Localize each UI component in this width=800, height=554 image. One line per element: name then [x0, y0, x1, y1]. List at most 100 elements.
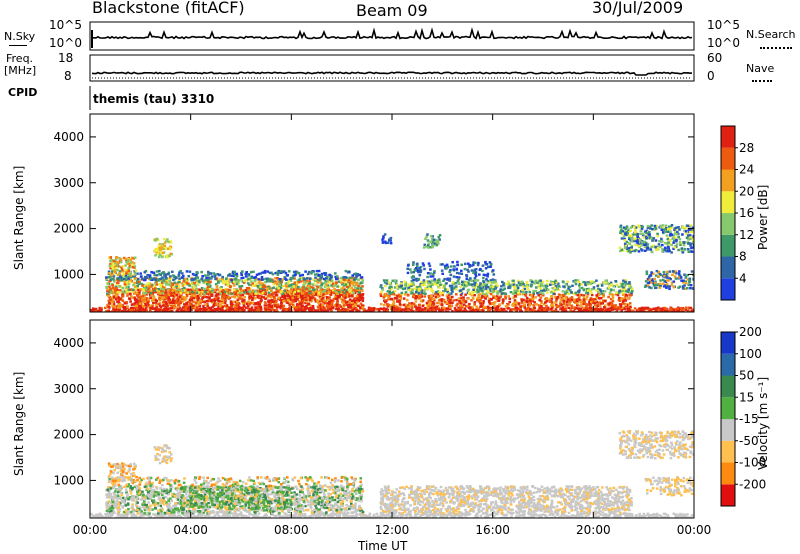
power-cell [196, 271, 199, 274]
power-cell [193, 281, 196, 285]
power-cell [207, 299, 210, 302]
power-cell [241, 270, 244, 273]
power-cell [496, 290, 500, 293]
power-cell [118, 270, 122, 273]
power-cell [163, 241, 167, 244]
power-cell [128, 265, 131, 268]
power-cell [486, 305, 490, 308]
power-cell [131, 266, 135, 269]
power-cell [255, 290, 258, 293]
power-cell [217, 305, 220, 308]
power-cell [418, 294, 422, 297]
power-cell [445, 307, 449, 310]
power-cell [328, 305, 331, 308]
power-cell [403, 293, 407, 296]
power-cell [315, 269, 319, 273]
power-cell [389, 288, 393, 291]
power-cell [116, 273, 120, 276]
power-cell [195, 309, 199, 312]
power-cell [621, 291, 625, 294]
power-cell [522, 283, 525, 286]
power-cell [582, 300, 585, 304]
power-cell [465, 284, 469, 287]
power-cell [420, 284, 424, 287]
power-cell [235, 274, 239, 277]
power-cell [496, 310, 500, 312]
power-cell [350, 294, 354, 297]
power-cell [214, 277, 217, 280]
power-cell [122, 310, 125, 312]
power-cell [403, 280, 407, 284]
power-cell [233, 300, 237, 304]
power-cell [595, 296, 599, 300]
power-cell [248, 308, 252, 311]
power-cell [248, 303, 252, 306]
power-cell [564, 307, 568, 310]
power-cell [267, 278, 270, 281]
power-cell [597, 302, 600, 305]
power-cell [623, 299, 626, 302]
power-cell [255, 278, 258, 281]
power-cell [310, 286, 313, 289]
power-cell [165, 281, 169, 284]
power-cell [356, 288, 359, 291]
power-cell [158, 301, 162, 305]
power-cell [124, 274, 127, 277]
power-cell [144, 284, 147, 288]
power-cell [465, 282, 468, 285]
power-cell [236, 298, 240, 301]
power-cell [455, 288, 458, 291]
power-cell [438, 286, 441, 289]
power-cell [449, 292, 453, 295]
power-cell [129, 300, 132, 303]
power-cell [450, 301, 453, 304]
power-cell [306, 272, 310, 276]
power-cell [111, 297, 114, 301]
power-cell [542, 294, 545, 297]
power-cell [496, 305, 499, 309]
power-cell [200, 270, 203, 274]
power-cell [674, 310, 677, 312]
power-cell [185, 281, 189, 284]
power-cell [108, 285, 111, 288]
power-cell [165, 293, 169, 296]
power-cell [135, 298, 138, 301]
power-cell [216, 295, 219, 298]
power-cell [214, 303, 218, 307]
power-cell [261, 271, 264, 274]
power-cell [183, 283, 187, 286]
power-cell [460, 292, 464, 295]
power-cell [149, 292, 153, 295]
power-cell [296, 287, 299, 291]
power-cell [158, 294, 162, 297]
power-cell [359, 286, 363, 290]
power-cell [218, 306, 222, 310]
power-cell [537, 294, 540, 297]
power-cell [633, 307, 637, 310]
power-cell [201, 275, 204, 278]
power-cell [526, 300, 529, 304]
power-cell [512, 281, 516, 284]
power-cell [232, 289, 236, 292]
power-cell [252, 293, 256, 297]
power-cell [94, 310, 98, 312]
power-cell [560, 307, 564, 311]
power-cell [152, 301, 155, 305]
power-cell [248, 296, 252, 299]
power-cell [639, 308, 643, 311]
power-cell [607, 304, 611, 307]
power-cell [335, 277, 338, 281]
power-cell [297, 286, 300, 289]
power-cell [460, 300, 464, 303]
power-cell [210, 299, 213, 303]
power-cell [216, 298, 219, 302]
power-cell [410, 279, 414, 283]
power-cell [248, 290, 252, 293]
power-cell [215, 302, 219, 305]
power-cell [426, 287, 430, 291]
power-cell [319, 286, 323, 289]
power-cell [147, 289, 151, 293]
power-cell [123, 280, 126, 283]
power-cell [122, 256, 126, 260]
power-cell [150, 290, 153, 293]
